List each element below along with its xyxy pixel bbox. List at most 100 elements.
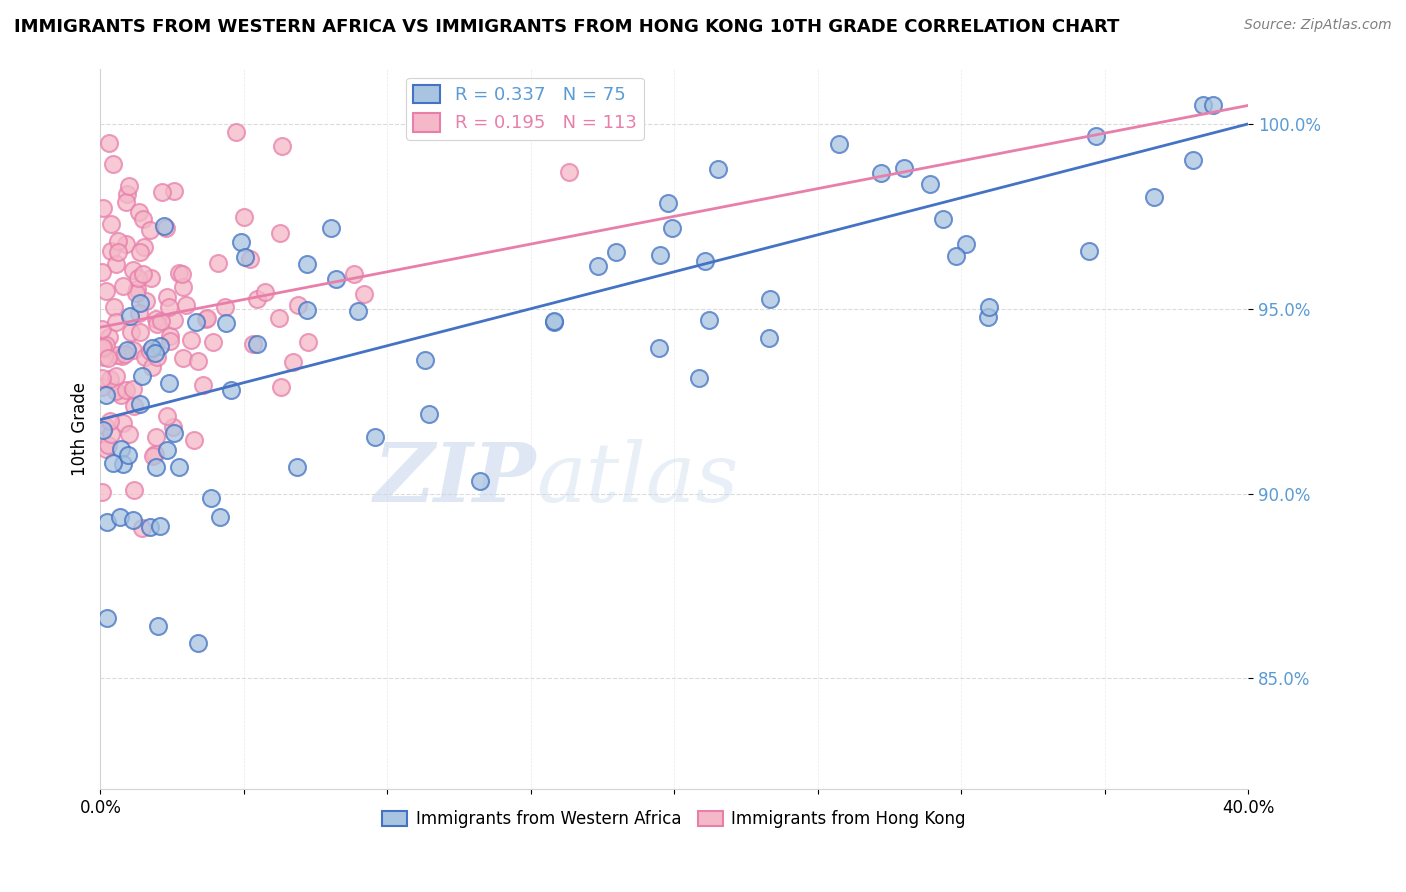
Point — [295, 257, 318, 271]
Point — [229, 235, 252, 249]
Point — [1143, 190, 1166, 204]
Point — [97, 351, 120, 366]
Point — [195, 310, 218, 325]
Point — [932, 212, 955, 227]
Point — [121, 263, 143, 277]
Point — [91, 201, 114, 215]
Point — [141, 341, 163, 355]
Point — [127, 270, 149, 285]
Point — [150, 185, 173, 199]
Point — [112, 417, 135, 431]
Point — [184, 315, 207, 329]
Point — [693, 253, 716, 268]
Point — [159, 328, 181, 343]
Point — [145, 460, 167, 475]
Point — [96, 611, 118, 625]
Point — [156, 290, 179, 304]
Point — [96, 515, 118, 529]
Point — [117, 343, 139, 358]
Point — [657, 196, 679, 211]
Point — [117, 449, 139, 463]
Point — [187, 636, 209, 650]
Point — [283, 355, 305, 369]
Point — [285, 460, 308, 475]
Point — [127, 281, 149, 295]
Point — [146, 317, 169, 331]
Legend: Immigrants from Western Africa, Immigrants from Hong Kong: Immigrants from Western Africa, Immigran… — [375, 804, 973, 835]
Point — [132, 268, 155, 282]
Point — [114, 347, 136, 361]
Point — [1202, 98, 1225, 112]
Point — [93, 351, 115, 365]
Point — [105, 384, 128, 398]
Point — [101, 457, 124, 471]
Point — [135, 293, 157, 308]
Point — [110, 442, 132, 456]
Y-axis label: 10th Grade: 10th Grade — [72, 382, 89, 475]
Point — [93, 419, 115, 434]
Point — [118, 309, 141, 323]
Point — [139, 519, 162, 533]
Point — [145, 312, 167, 326]
Point — [125, 286, 148, 301]
Point — [893, 161, 915, 175]
Point — [319, 220, 342, 235]
Point — [96, 442, 118, 456]
Point — [96, 387, 118, 401]
Point — [918, 177, 941, 191]
Point — [156, 442, 179, 457]
Point — [242, 337, 264, 351]
Point — [174, 298, 197, 312]
Point — [191, 377, 214, 392]
Point — [128, 296, 150, 310]
Point — [107, 245, 129, 260]
Point — [167, 266, 190, 280]
Point — [91, 340, 114, 354]
Point — [543, 315, 565, 329]
Point — [945, 249, 967, 263]
Point — [110, 388, 132, 402]
Point — [468, 475, 491, 489]
Point — [157, 376, 180, 391]
Point — [758, 331, 780, 345]
Point — [195, 312, 218, 326]
Point — [661, 221, 683, 235]
Point — [955, 237, 977, 252]
Point — [233, 250, 256, 264]
Point — [214, 300, 236, 314]
Point — [111, 350, 134, 364]
Point — [104, 257, 127, 271]
Text: Source: ZipAtlas.com: Source: ZipAtlas.com — [1244, 18, 1392, 32]
Point — [183, 434, 205, 448]
Point — [128, 204, 150, 219]
Point — [413, 353, 436, 368]
Text: IMMIGRANTS FROM WESTERN AFRICA VS IMMIGRANTS FROM HONG KONG 10TH GRADE CORRELATI: IMMIGRANTS FROM WESTERN AFRICA VS IMMIGR… — [14, 18, 1119, 36]
Point — [115, 237, 138, 252]
Point — [588, 259, 610, 273]
Point — [105, 315, 128, 329]
Point — [1192, 98, 1215, 112]
Point — [121, 382, 143, 396]
Text: ZIP: ZIP — [374, 440, 537, 519]
Point — [103, 300, 125, 314]
Point — [118, 178, 141, 193]
Point — [141, 270, 163, 285]
Point — [129, 396, 152, 410]
Point — [115, 383, 138, 397]
Point — [162, 425, 184, 440]
Point — [162, 420, 184, 434]
Point — [1181, 153, 1204, 167]
Point — [219, 383, 242, 397]
Point — [759, 293, 782, 307]
Point — [558, 165, 581, 179]
Point — [233, 210, 256, 224]
Point — [325, 272, 347, 286]
Point — [148, 619, 170, 633]
Point — [353, 287, 375, 301]
Point — [149, 314, 172, 328]
Point — [108, 509, 131, 524]
Point — [105, 369, 128, 384]
Point — [269, 311, 291, 326]
Point — [215, 316, 238, 330]
Point — [172, 351, 194, 365]
